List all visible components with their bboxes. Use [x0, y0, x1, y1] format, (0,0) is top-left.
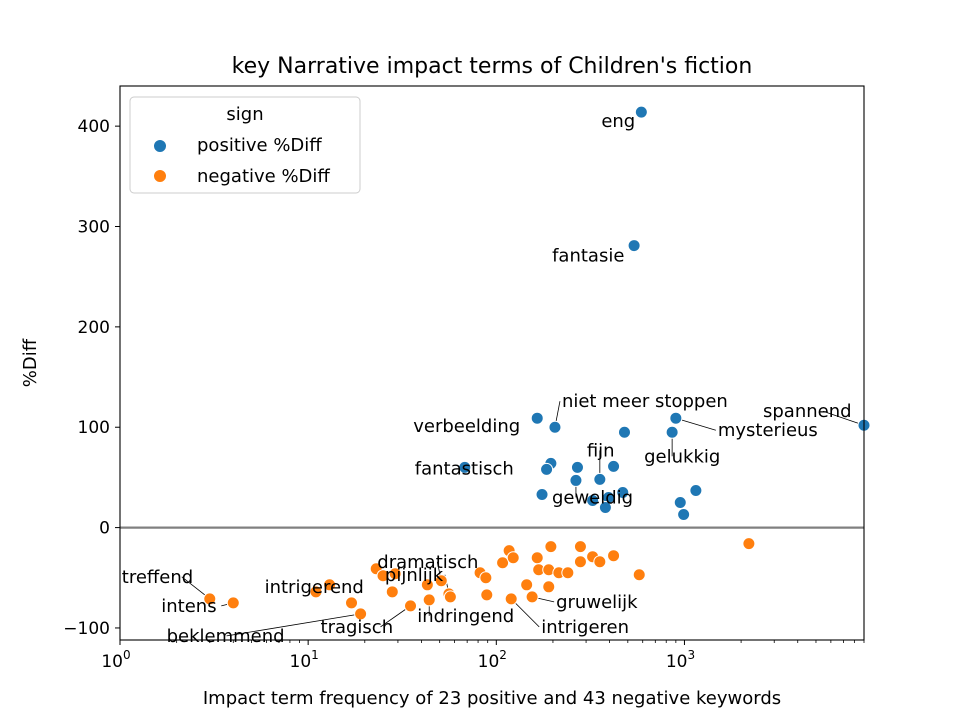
point-label: verbeelding — [413, 416, 520, 437]
legend-label-negative: negative %Diff — [197, 166, 330, 187]
legend-marker-negative — [153, 169, 167, 183]
data-point — [434, 574, 448, 588]
y-tick-label: −100 — [63, 619, 110, 639]
point-label: pijnlijk — [385, 565, 444, 586]
data-point — [634, 105, 648, 119]
data-point — [504, 592, 518, 606]
data-point — [203, 592, 217, 606]
data-point — [548, 420, 562, 434]
y-tick-label: 0 — [99, 519, 110, 539]
point-label: gelukkig — [644, 446, 720, 467]
data-point — [480, 588, 494, 602]
data-point — [345, 596, 359, 610]
data-point — [593, 555, 607, 569]
annotation-leader — [510, 598, 540, 628]
point-label: indringend — [417, 606, 514, 627]
point-label: spannend — [763, 401, 852, 422]
annotation-leader — [675, 417, 716, 431]
data-point — [458, 460, 472, 474]
data-point — [569, 473, 583, 487]
annotation-leader — [226, 613, 361, 637]
data-point — [388, 567, 402, 581]
point-label: fantastisch — [415, 458, 514, 479]
point-label: mysterieus — [718, 420, 818, 441]
point-label: eng — [601, 111, 635, 132]
chart-title: key Narrative impact terms of Children's… — [232, 54, 753, 79]
point-label: fijn — [587, 440, 615, 461]
data-point — [627, 239, 641, 253]
x-axis-label: Impact term frequency of 23 positive and… — [203, 688, 781, 709]
data-point — [540, 462, 554, 476]
point-label: gruwelijk — [556, 592, 638, 613]
data-point — [506, 551, 520, 565]
data-point — [607, 459, 621, 473]
plot-frame — [119, 85, 865, 641]
legend-label-positive: positive %Diff — [197, 135, 322, 156]
data-point — [385, 585, 399, 599]
data-point — [422, 593, 436, 607]
data-point — [586, 493, 600, 507]
y-tick-label: 100 — [78, 418, 110, 438]
data-point — [496, 556, 510, 570]
point-label: niet meer stoppen — [562, 391, 728, 412]
data-point — [535, 487, 549, 501]
data-point — [530, 411, 544, 425]
legend-title: sign — [226, 104, 263, 125]
data-point — [598, 501, 612, 515]
data-point — [530, 551, 544, 565]
data-point — [323, 578, 337, 592]
data-point — [617, 425, 631, 439]
data-point — [669, 411, 683, 425]
legend-box — [129, 96, 361, 194]
data-point — [226, 596, 240, 610]
data-point — [593, 472, 607, 486]
point-label: tragisch — [321, 617, 394, 638]
data-point — [632, 568, 646, 582]
data-point — [689, 483, 703, 497]
point-label: fantasie — [552, 246, 624, 267]
data-point — [742, 537, 756, 551]
data-point — [525, 590, 539, 604]
data-point — [573, 555, 587, 569]
data-point — [570, 460, 584, 474]
data-point — [354, 607, 368, 621]
data-point — [607, 549, 621, 563]
legend-marker-positive — [153, 139, 167, 153]
point-label: dramatisch — [377, 552, 478, 573]
data-point — [309, 585, 323, 599]
data-point — [665, 425, 679, 439]
data-point — [616, 485, 630, 499]
data-point — [544, 540, 558, 554]
y-tick-label: 200 — [78, 318, 110, 338]
data-point — [561, 566, 575, 580]
data-point — [677, 508, 691, 522]
data-point — [404, 599, 418, 613]
point-label: intrigeren — [541, 617, 629, 638]
point-label: intens — [161, 596, 216, 617]
y-tick-label: 400 — [78, 117, 110, 137]
annotation-leader — [822, 410, 865, 426]
data-point — [479, 571, 493, 585]
data-point — [520, 578, 534, 592]
y-axis-label: %Diff — [20, 338, 41, 387]
data-points — [203, 105, 871, 621]
point-label: beklemmend — [167, 626, 285, 647]
y-tick-label: 300 — [78, 218, 110, 238]
data-point — [573, 540, 587, 554]
data-point — [673, 496, 687, 510]
point-label: treffend — [122, 567, 193, 588]
point-label: intrigerend — [265, 577, 364, 598]
data-point — [420, 578, 434, 592]
data-point — [443, 590, 457, 604]
legend: sign positive %Diff negative %Diff — [129, 96, 361, 194]
point-label: geweldig — [552, 487, 633, 508]
data-point — [542, 580, 556, 594]
